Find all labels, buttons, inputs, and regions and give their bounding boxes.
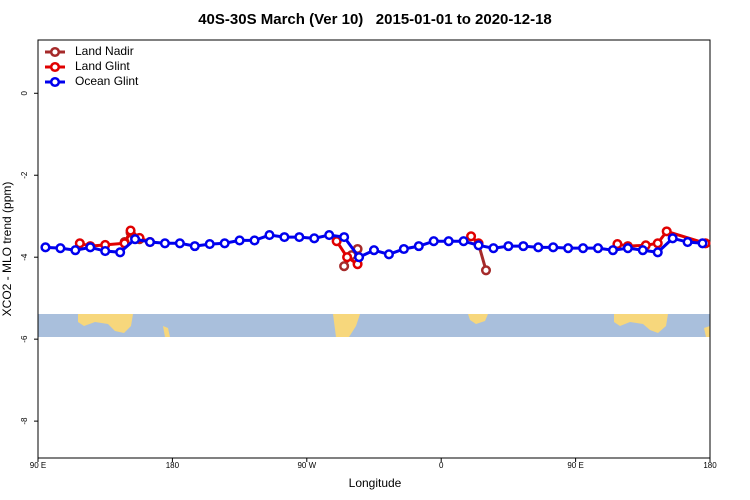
map-strip bbox=[38, 314, 710, 337]
data-point bbox=[342, 252, 353, 263]
legend-marker bbox=[49, 46, 61, 58]
data-point bbox=[548, 242, 559, 253]
data-point bbox=[622, 243, 633, 254]
data-point bbox=[324, 230, 335, 241]
x-tick-label: 180 bbox=[703, 461, 717, 470]
data-point bbox=[578, 243, 589, 254]
chart-title: 40S-30S March (Ver 10) 2015-01-01 to 202… bbox=[198, 11, 552, 28]
y-tick-label: -8 bbox=[20, 417, 29, 425]
y-axis-label: XCO2 - MLO trend (ppm) bbox=[0, 182, 14, 317]
data-point bbox=[398, 243, 409, 255]
data-point bbox=[249, 235, 260, 246]
legend-label: Ocean Glint bbox=[75, 74, 139, 88]
data-point bbox=[40, 242, 51, 253]
data-point bbox=[74, 238, 85, 249]
data-point bbox=[174, 238, 185, 249]
x-tick-label: 180 bbox=[166, 461, 180, 470]
series bbox=[119, 227, 492, 276]
legend-marker bbox=[49, 61, 61, 73]
data-point bbox=[309, 233, 320, 244]
y-tick-label: -2 bbox=[20, 171, 29, 179]
x-tick-label: 90 E bbox=[30, 461, 46, 470]
data-point bbox=[125, 225, 136, 236]
data-point bbox=[383, 249, 394, 260]
data-point bbox=[652, 238, 663, 249]
data-point bbox=[70, 245, 81, 256]
data-point bbox=[115, 247, 126, 258]
data-point bbox=[55, 243, 66, 254]
data-point bbox=[219, 238, 230, 249]
data-point bbox=[667, 233, 678, 244]
data-point bbox=[189, 241, 200, 252]
data-point bbox=[100, 245, 111, 257]
series bbox=[40, 230, 708, 263]
data-point bbox=[503, 241, 514, 252]
data-point bbox=[294, 232, 305, 243]
data-point bbox=[488, 243, 499, 254]
data-point bbox=[144, 236, 156, 248]
data-point bbox=[473, 240, 484, 251]
data-point bbox=[637, 245, 648, 256]
data-point bbox=[652, 247, 663, 258]
legend-label: Land Nadir bbox=[75, 44, 134, 58]
y-tick-label: -6 bbox=[20, 335, 29, 343]
y-tick-label: -4 bbox=[20, 253, 29, 261]
x-tick-label: 90 E bbox=[567, 461, 583, 470]
data-point bbox=[661, 226, 672, 237]
data-point bbox=[682, 236, 693, 248]
data-point bbox=[443, 236, 454, 247]
data-point bbox=[533, 242, 544, 253]
data-point bbox=[607, 245, 618, 256]
data-point bbox=[413, 241, 424, 252]
data-point bbox=[204, 239, 215, 250]
data-point bbox=[466, 231, 477, 242]
data-point bbox=[159, 238, 170, 249]
data-point bbox=[279, 232, 290, 243]
data-point bbox=[592, 243, 604, 254]
data-point bbox=[234, 235, 245, 246]
data-point bbox=[339, 232, 350, 243]
data-point bbox=[697, 238, 708, 249]
x-tick-label: 90 W bbox=[297, 461, 316, 470]
y-tick-label: 0 bbox=[20, 91, 29, 96]
x-axis-label: Longitude bbox=[349, 476, 402, 490]
data-point bbox=[428, 236, 439, 247]
data-point bbox=[354, 252, 365, 263]
data-point bbox=[563, 243, 574, 254]
data-point bbox=[130, 234, 141, 245]
data-point bbox=[85, 242, 96, 253]
legend-marker bbox=[49, 76, 61, 88]
data-point bbox=[368, 245, 380, 256]
data-point bbox=[480, 265, 492, 276]
plot-frame bbox=[37, 39, 711, 459]
data-point bbox=[518, 241, 529, 252]
data-point bbox=[458, 236, 469, 247]
data-point bbox=[264, 230, 275, 241]
data-point bbox=[339, 261, 350, 272]
x-tick-label: 0 bbox=[439, 461, 444, 470]
legend-label: Land Glint bbox=[75, 59, 130, 73]
